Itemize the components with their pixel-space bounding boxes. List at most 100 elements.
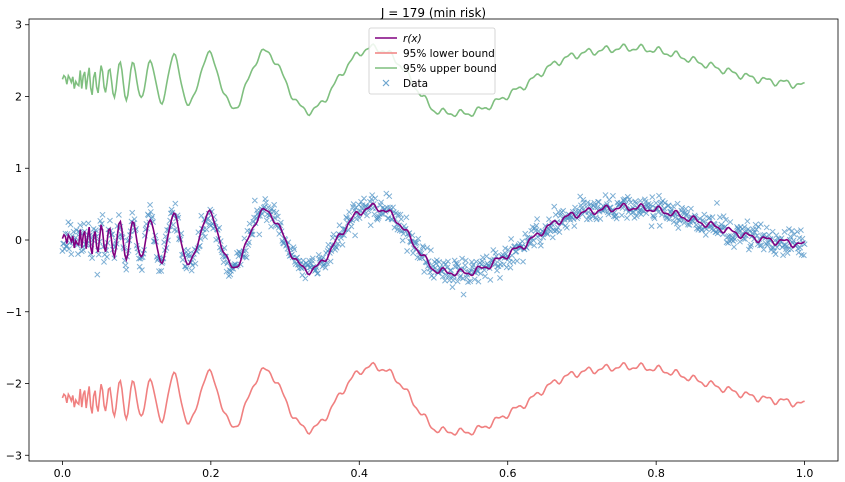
data-point — [563, 224, 570, 231]
y-tick-label: 0 — [15, 234, 22, 247]
data-point — [554, 224, 561, 231]
data-point — [624, 193, 631, 200]
data-point — [335, 240, 341, 247]
data-point — [479, 254, 486, 261]
data-point — [131, 216, 138, 223]
data-point — [624, 215, 630, 221]
data-point — [303, 262, 310, 269]
data-point — [650, 213, 657, 220]
data-point — [66, 246, 73, 252]
data-point — [741, 224, 748, 231]
data-point — [781, 228, 788, 235]
data-point — [754, 232, 761, 239]
data-point — [475, 278, 482, 285]
data-point — [751, 229, 758, 236]
data-point — [666, 216, 673, 223]
data-point — [800, 252, 807, 259]
legend-swatch-data — [382, 79, 390, 87]
data-point — [797, 244, 804, 251]
data-point — [731, 244, 737, 250]
data-point — [367, 222, 374, 229]
data-point — [356, 215, 363, 222]
legend-label-r: r(x) — [403, 33, 422, 45]
data-point — [265, 204, 272, 211]
data-point — [98, 220, 105, 227]
data-point — [551, 203, 558, 210]
data-point — [364, 212, 370, 219]
y-tick-label: −1 — [6, 306, 22, 319]
data-point — [147, 201, 154, 208]
data-point — [787, 233, 794, 240]
x-tick-label: 0.2 — [202, 467, 220, 480]
data-point — [327, 258, 334, 265]
data-point — [60, 240, 67, 247]
data-point — [454, 278, 461, 285]
data-point — [309, 255, 316, 262]
data-point — [341, 232, 347, 239]
data-point — [789, 227, 795, 234]
data-point — [333, 244, 340, 251]
x-tick-label: 0.8 — [647, 467, 665, 480]
data-point — [537, 242, 544, 249]
data-point — [651, 215, 658, 222]
data-point — [649, 194, 656, 201]
data-point — [656, 222, 663, 229]
data-point — [733, 232, 740, 239]
data-point — [533, 222, 540, 229]
data-point — [758, 242, 765, 249]
data-point — [668, 206, 675, 213]
data-point — [346, 209, 353, 215]
data-point — [632, 198, 639, 205]
data-point — [399, 237, 406, 244]
data-point — [439, 273, 446, 280]
data-point — [716, 214, 723, 221]
lower-bound-series — [61, 361, 805, 436]
data-point — [436, 258, 443, 265]
data-point — [92, 227, 99, 234]
data-point — [449, 284, 456, 291]
data-point — [115, 211, 122, 218]
data-point — [415, 235, 422, 242]
data-point — [679, 204, 685, 211]
data-point — [786, 226, 792, 233]
data-point — [609, 192, 616, 199]
legend: r(x) 95% lower bound 95% upper bound Dat… — [368, 27, 497, 95]
data-point — [514, 257, 521, 264]
data-point — [273, 209, 280, 216]
data-point — [291, 246, 298, 253]
data-point — [158, 267, 165, 274]
data-point — [183, 265, 190, 272]
data-point — [592, 204, 599, 211]
data-point — [618, 212, 625, 219]
data-point — [665, 202, 672, 209]
data-point — [455, 263, 462, 270]
upper-bound-line — [61, 43, 805, 118]
data-point — [687, 205, 694, 212]
data-point — [534, 216, 541, 223]
x-tick-label: 0.6 — [499, 467, 517, 480]
data-point — [274, 213, 281, 220]
data-point — [322, 264, 329, 271]
data-point — [747, 243, 754, 250]
data-point — [106, 217, 113, 224]
data-point — [348, 223, 355, 230]
data-point — [530, 237, 537, 244]
data-point — [626, 196, 633, 203]
data-point — [460, 291, 467, 298]
y-tick-label: −3 — [6, 449, 22, 462]
data-point — [390, 204, 396, 211]
data-point — [584, 199, 591, 206]
data-point — [263, 217, 270, 224]
y-tick-label: 1 — [15, 162, 22, 175]
data-point — [679, 209, 686, 216]
data-point — [647, 201, 654, 208]
data-point — [656, 192, 662, 199]
data-point — [773, 232, 780, 239]
data-point — [642, 198, 649, 205]
data-point — [571, 223, 578, 229]
y-tick-label: 3 — [15, 19, 22, 32]
data-point — [560, 207, 567, 214]
data-point — [556, 229, 563, 236]
data-point — [653, 200, 659, 206]
